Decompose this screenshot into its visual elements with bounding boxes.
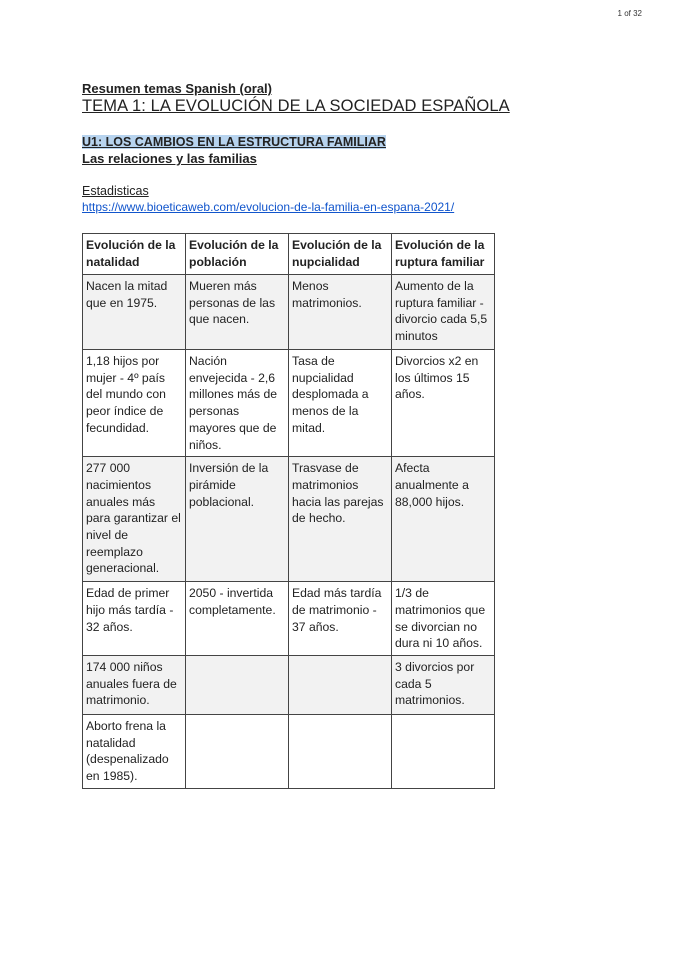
table-cell: Nación envejecida - 2,6 millones más de … xyxy=(185,348,289,458)
header-nupcialidad: Evolución de la nupcialidad xyxy=(288,233,392,275)
document-title: TEMA 1: LA EVOLUCIÓN DE LA SOCIEDAD ESPA… xyxy=(82,97,510,115)
table-cell: Tasa de nupcialidad desplomada a menos d… xyxy=(288,348,392,458)
table-cell: Afecta anualmente a 88,000 hijos. xyxy=(391,456,495,583)
table-cell: 2050 - invertida completamente. xyxy=(185,581,289,657)
table-row: 277 000 nacimientos anuales más para gar… xyxy=(82,456,495,583)
header-natalidad: Evolución de la natalidad xyxy=(82,233,186,275)
table-cell xyxy=(185,714,289,790)
table-cell xyxy=(185,655,289,716)
table-cell: Edad de primer hijo más tardía - 32 años… xyxy=(82,581,186,657)
table-row: Nacen la mitad que en 1975. Mueren más pe… xyxy=(82,274,495,350)
table-row: Aborto frena la natalidad (despenalizado… xyxy=(82,714,495,790)
table-row: 174 000 niños anuales fuera de matrimoni… xyxy=(82,655,495,716)
table-cell xyxy=(288,714,392,790)
stats-link[interactable]: https://www.bioeticaweb.com/evolucion-de… xyxy=(82,200,455,214)
table-cell: Menos matrimonios. xyxy=(288,274,392,350)
table-cell: Divorcios x2 en los últimos 15 años. xyxy=(391,348,495,458)
table-cell xyxy=(391,714,495,790)
table-cell: 1,18 hijos por mujer - 4º país del mundo… xyxy=(82,348,186,458)
stats-label: Estadisticas xyxy=(82,184,149,198)
table-cell: 3 divorcios por cada 5 matrimonios. xyxy=(391,655,495,716)
table-cell: 277 000 nacimientos anuales más para gar… xyxy=(82,456,186,583)
unit-heading: U1: LOS CAMBIOS EN LA ESTRUCTURA FAMILIA… xyxy=(82,135,386,149)
table-cell: Mueren más personas de las que nacen. xyxy=(185,274,289,350)
table-cell: Aborto frena la natalidad (despenalizado… xyxy=(82,714,186,790)
table-row: 1,18 hijos por mujer - 4º país del mundo… xyxy=(82,348,495,458)
table-row: Edad de primer hijo más tardía - 32 años… xyxy=(82,581,495,657)
statistics-table: Evolución de la natalidad Evolución de l… xyxy=(82,233,495,790)
table-cell xyxy=(288,655,392,716)
table-cell: Trasvase de matrimonios hacia las pareja… xyxy=(288,456,392,583)
table-header-row: Evolución de la natalidad Evolución de l… xyxy=(82,233,495,275)
table-cell: Aumento de la ruptura familiar - divorci… xyxy=(391,274,495,350)
table-cell: 1/3 de matrimonios que se divorcian no d… xyxy=(391,581,495,657)
section-heading: Las relaciones y las familias xyxy=(82,151,257,166)
document-subtitle: Resumen temas Spanish (oral) xyxy=(82,81,272,96)
table-cell: Inversión de la pirámide poblacional. xyxy=(185,456,289,583)
page-indicator: 1 of 32 xyxy=(617,9,642,18)
header-ruptura: Evolución de la ruptura familiar xyxy=(391,233,495,275)
table-cell: Edad más tardía de matrimonio - 37 años. xyxy=(288,581,392,657)
table-cell: Nacen la mitad que en 1975. xyxy=(82,274,186,350)
table-cell: 174 000 niños anuales fuera de matrimoni… xyxy=(82,655,186,716)
header-poblacion: Evolución de la población xyxy=(185,233,289,275)
